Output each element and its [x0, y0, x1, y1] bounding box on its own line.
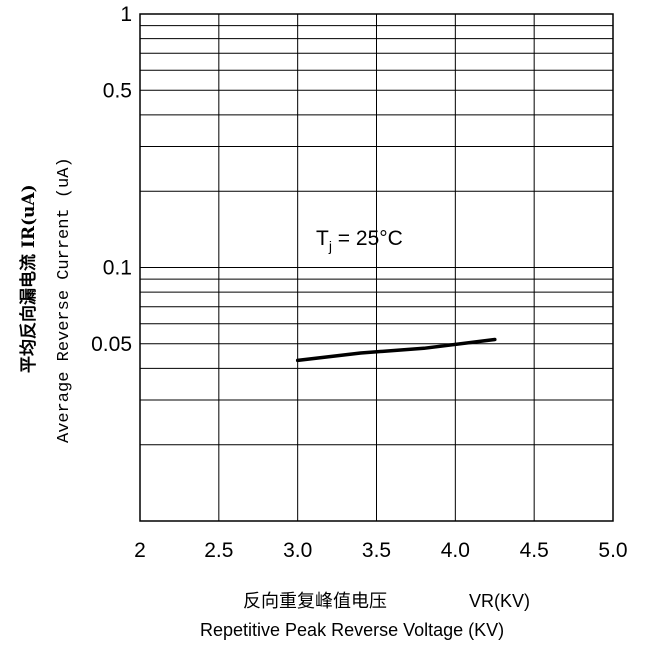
series-line — [295, 337, 497, 363]
x-tick-label: 4.5 — [520, 539, 549, 562]
x-axis-label-en: Repetitive Peak Reverse Voltage (KV) — [200, 620, 504, 640]
x-axis-label-unit: VR(KV) — [469, 591, 530, 611]
x-tick-label: 4.0 — [441, 539, 470, 562]
x-axis-label-cn: 反向重复峰值电压 — [243, 591, 387, 612]
x-tick-labels: 2 2.5 3.0 3.5 4.0 4.5 5.0 — [134, 539, 627, 562]
y-tick-labels: 1 0.5 0.1 0.05 — [91, 3, 132, 356]
data-point — [359, 351, 363, 355]
data-point — [493, 337, 497, 341]
chart-grid — [139, 13, 614, 522]
data-point — [296, 358, 300, 362]
data-point — [422, 346, 426, 350]
y-tick-label: 0.5 — [103, 79, 132, 102]
x-tick-label: 2 — [134, 539, 146, 562]
x-tick-label: 3.0 — [283, 539, 312, 562]
y-tick-label: 0.1 — [103, 257, 132, 280]
y-axis-label-cn: 平均反向漏电流 IR(uA) — [18, 184, 39, 373]
data-series — [295, 337, 497, 363]
y-axis-label-en: Average Reverse Current (uA) — [55, 157, 74, 443]
y-tick-label: 0.05 — [91, 333, 132, 356]
temperature-annotation: Tj = 25°C — [316, 227, 403, 254]
x-tick-label: 5.0 — [598, 539, 627, 562]
plot-frame — [139, 13, 614, 522]
plot-border — [139, 13, 614, 522]
x-tick-label: 3.5 — [362, 539, 391, 562]
x-tick-label: 2.5 — [204, 539, 233, 562]
y-tick-label: 1 — [120, 3, 132, 26]
